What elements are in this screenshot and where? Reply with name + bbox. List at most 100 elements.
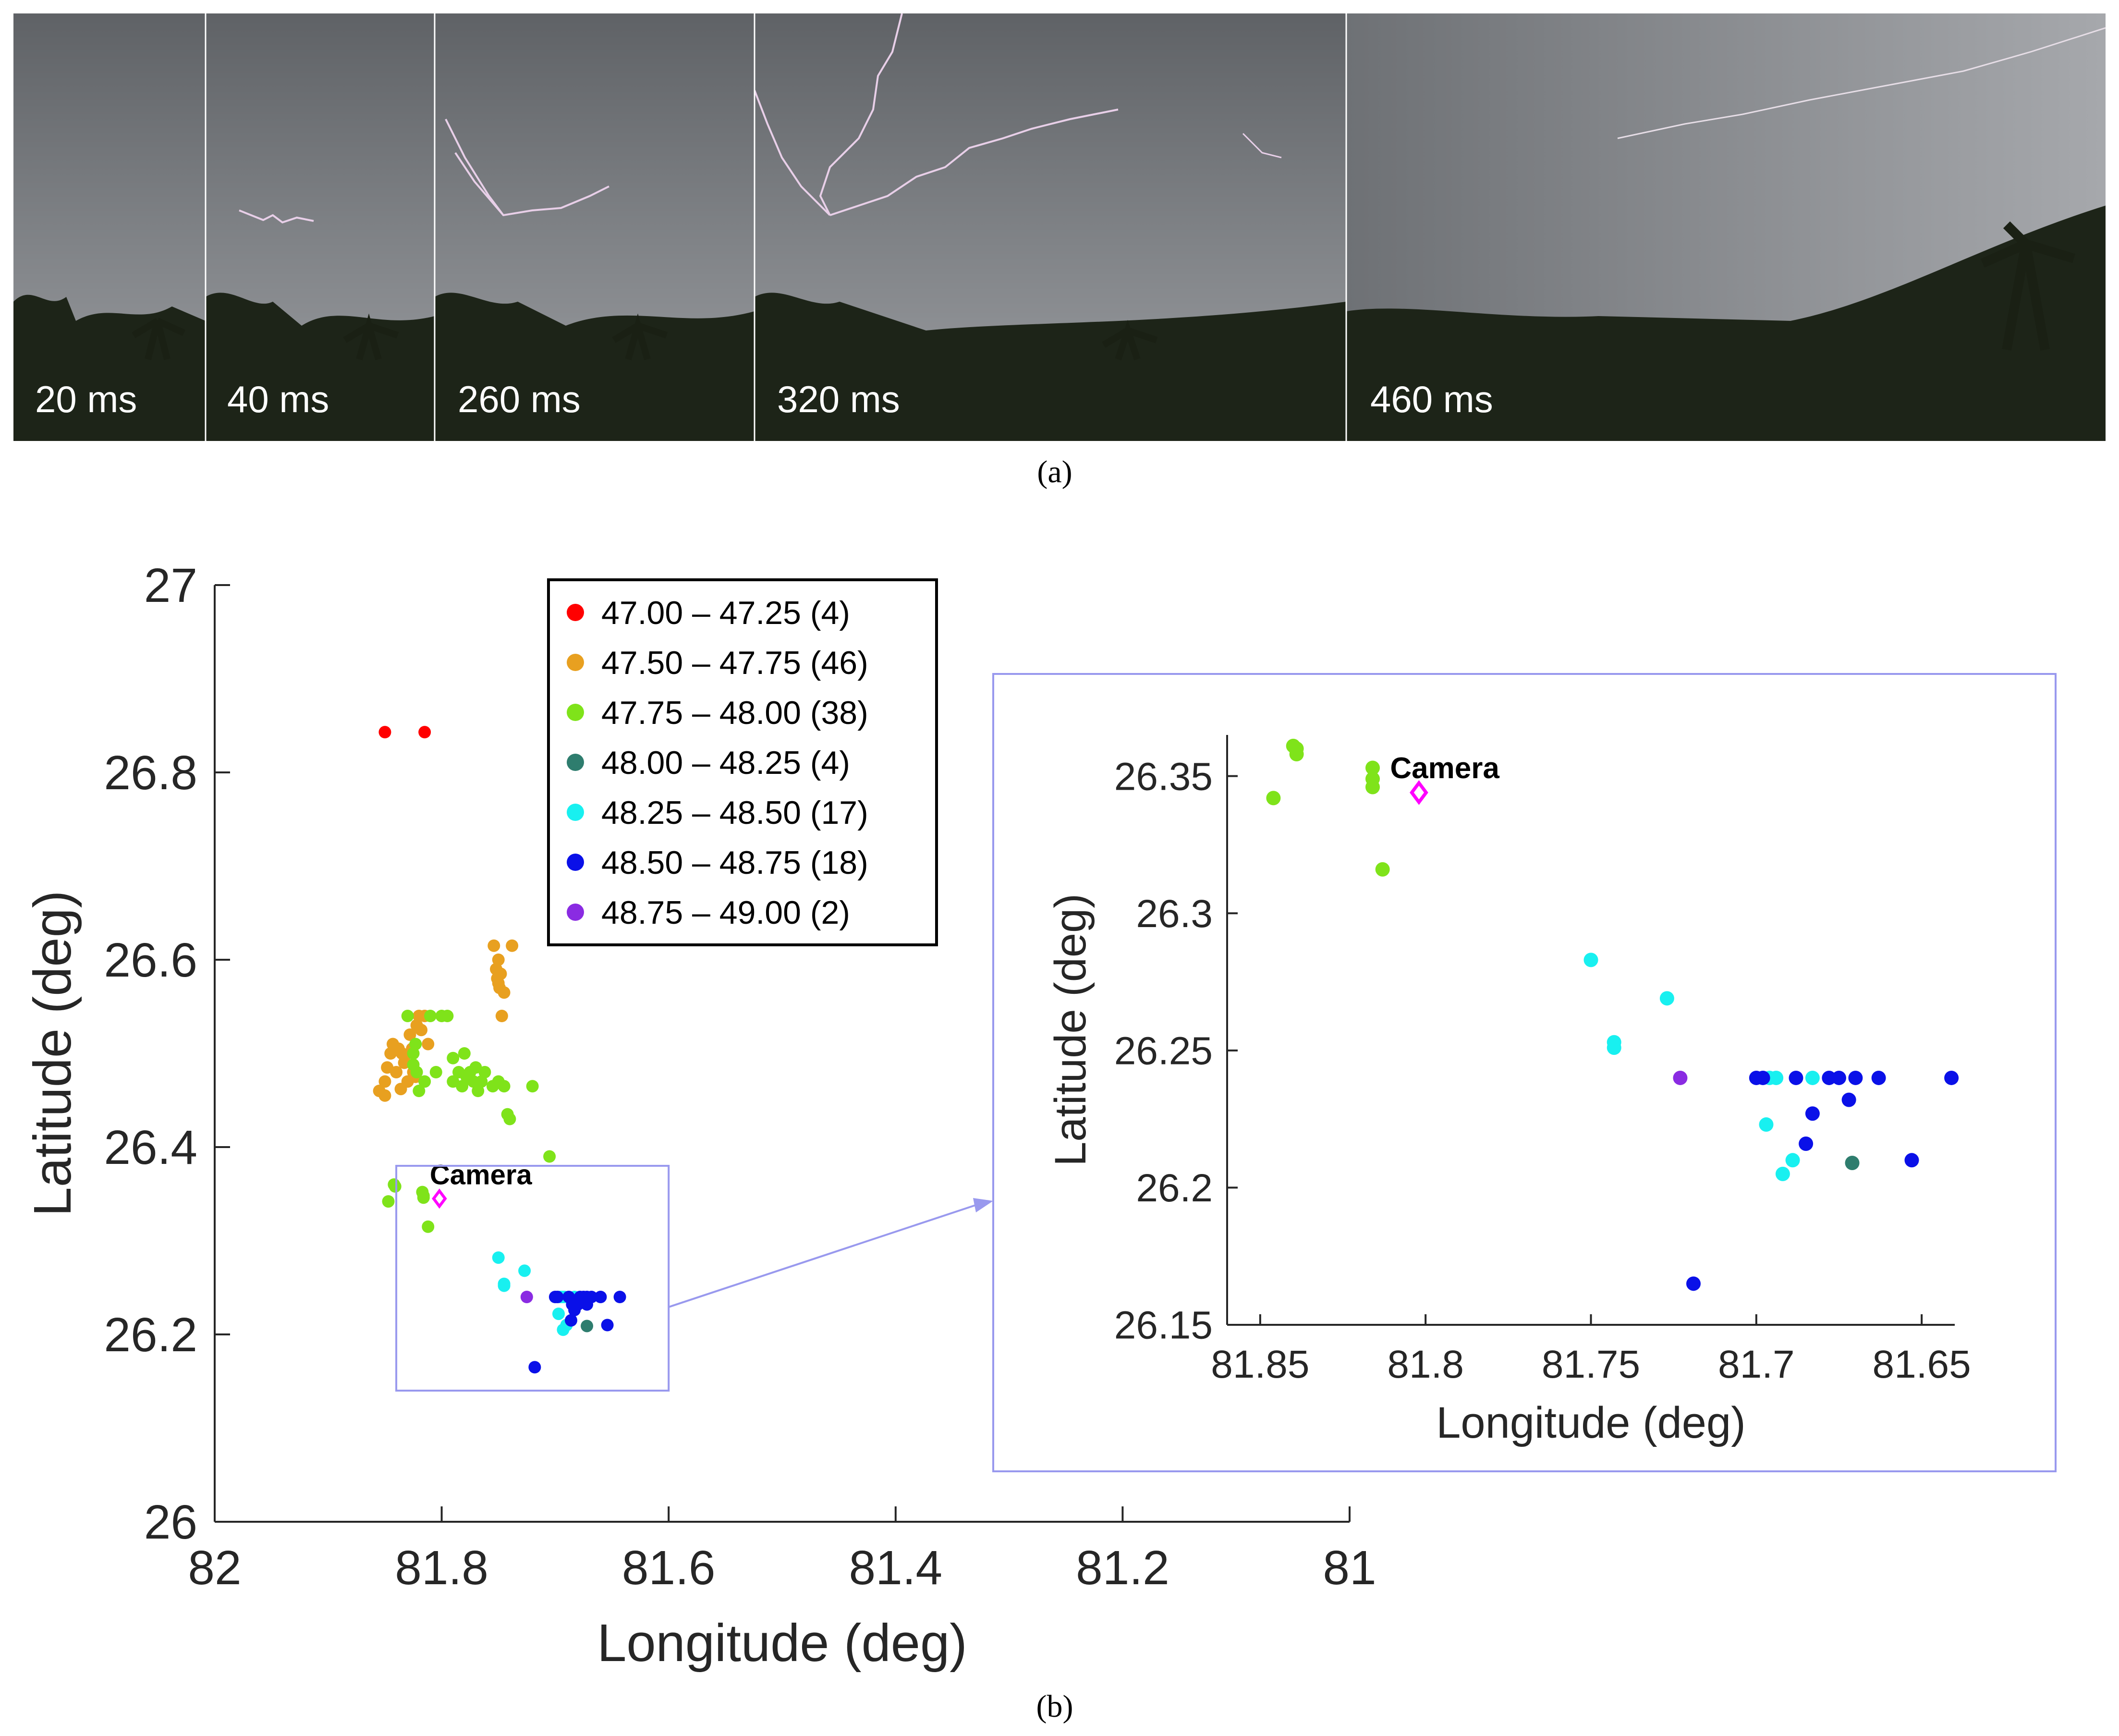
main-map-y-tick-label: 26.6 bbox=[104, 933, 197, 987]
main-map-data-point bbox=[378, 1075, 391, 1088]
main-map-data-point bbox=[528, 1361, 541, 1374]
frame-20ms bbox=[13, 13, 206, 441]
main-map-y-tick-label: 26.8 bbox=[104, 746, 197, 800]
main-map-data-point bbox=[520, 1291, 533, 1303]
inset-zoom-data-point bbox=[1848, 1070, 1863, 1085]
main-map-data-point bbox=[506, 939, 519, 952]
main-map-x-tick-label: 82 bbox=[188, 1541, 241, 1595]
legend-label: 47.75 – 48.00 (38) bbox=[601, 695, 868, 731]
main-map-data-point bbox=[407, 1047, 420, 1060]
main-map-data-point bbox=[378, 726, 391, 739]
inset-zoom-y-tick-label: 26.3 bbox=[1136, 892, 1213, 936]
inset-zoom-data-point bbox=[1673, 1070, 1688, 1085]
main-map-data-point bbox=[401, 1010, 414, 1022]
main-map-data-point bbox=[564, 1314, 577, 1327]
inset-zoom-data-point bbox=[1904, 1153, 1919, 1168]
legend-marker bbox=[567, 704, 584, 721]
inset-zoom-data-point bbox=[1375, 862, 1390, 877]
main-map-data-point bbox=[475, 1075, 488, 1088]
main-map-data-point bbox=[478, 1066, 491, 1078]
legend-label: 47.50 – 47.75 (46) bbox=[601, 645, 868, 681]
inset-zoom-y-tick-label: 26.25 bbox=[1114, 1029, 1213, 1073]
frame-label-460ms: 460 ms bbox=[1370, 378, 1493, 420]
main-map-data-point bbox=[389, 1180, 402, 1193]
main-map-data-point bbox=[418, 1075, 431, 1088]
legend-marker bbox=[567, 754, 584, 771]
main-map-data-point bbox=[566, 1298, 579, 1311]
inset-zoom-data-point bbox=[1944, 1070, 1959, 1085]
main-map-data-point bbox=[382, 1195, 395, 1208]
inset-zoom-data-point bbox=[1805, 1106, 1820, 1121]
main-map-data-point bbox=[613, 1291, 626, 1303]
main-map-data-point bbox=[447, 1051, 460, 1064]
main-plot: 82 81.8 81.6 81.4 81.2 81 26 26.2 26.4 26.6 26.8 27… bbox=[23, 559, 1376, 1673]
legend-marker bbox=[567, 854, 584, 871]
main-map-data-point bbox=[441, 1010, 454, 1022]
main-map-y-axis-title: Latitude (deg) bbox=[23, 891, 82, 1217]
main-map-camera-marker bbox=[432, 1188, 447, 1209]
lightning-photo-strip: 20 ms 40 ms 260 ms 320 ms 460 ms bbox=[13, 13, 2106, 441]
inset-zoom-y-tick-label: 26.35 bbox=[1114, 755, 1213, 798]
inset-zoom-data-point bbox=[1759, 1117, 1774, 1132]
inset-zoom-x-tick-label: 81.65 bbox=[1873, 1343, 1971, 1386]
main-map-data-point bbox=[417, 1191, 430, 1204]
main-map-data-point bbox=[424, 1010, 437, 1022]
frame-label-260ms: 260 ms bbox=[458, 378, 581, 420]
inset-zoom-data-point bbox=[1755, 1070, 1770, 1085]
panel-b-caption: (b) bbox=[1036, 1689, 1073, 1724]
main-map-x-tick-label: 81.4 bbox=[849, 1541, 942, 1595]
main-map-data-point bbox=[551, 1291, 564, 1303]
main-map-data-point bbox=[498, 986, 511, 999]
inset-zoom-y-tick-label: 26.15 bbox=[1114, 1304, 1213, 1347]
main-map-data-point bbox=[552, 1308, 565, 1320]
legend-marker bbox=[567, 604, 584, 621]
main-map-data-point bbox=[543, 1150, 556, 1163]
legend-label: 48.75 – 49.00 (2) bbox=[601, 894, 850, 931]
main-map-data-point bbox=[413, 1085, 426, 1097]
inset-zoom-data-point bbox=[1805, 1070, 1820, 1085]
inset-zoom-x-tick-label: 81.85 bbox=[1211, 1343, 1309, 1386]
main-map-data-point bbox=[498, 1080, 511, 1093]
main-map-data-point bbox=[456, 1080, 469, 1093]
main-map-data-point bbox=[503, 1113, 516, 1125]
inset-zoom-y-tick-label: 26.2 bbox=[1136, 1166, 1213, 1210]
main-map-data-point bbox=[403, 1028, 416, 1041]
frame-label-320ms: 320 ms bbox=[777, 378, 900, 420]
main-map-data-point bbox=[492, 1251, 505, 1264]
frame-460ms bbox=[1346, 13, 2106, 441]
main-map-data-point bbox=[378, 1089, 391, 1102]
inset-zoom-data-point bbox=[1799, 1137, 1814, 1151]
inset-zoom-x-tick-label: 81.7 bbox=[1718, 1343, 1795, 1386]
inset-plot: 81.85 81.8 81.75 81.7 81.65 26.15 26.2 26.25 26.… bbox=[668, 673, 2057, 1472]
panel-a-caption: (a) bbox=[1037, 454, 1072, 489]
main-map-x-axis-title: Longitude (deg) bbox=[597, 1614, 967, 1673]
main-map-y-tick-label: 26 bbox=[144, 1495, 197, 1549]
main-map-data-point bbox=[390, 1066, 403, 1078]
main-map-x-tick-label: 81.6 bbox=[622, 1541, 716, 1595]
panel-b-chart: 82 81.8 81.6 81.4 81.2 81 26 26.2 26.4 26.6 26.8 27… bbox=[23, 559, 2057, 1673]
main-map-data-point bbox=[422, 1038, 435, 1051]
frame-label-40ms: 40 ms bbox=[227, 378, 329, 420]
inset-zoom-data-point bbox=[1289, 746, 1304, 761]
main-map-y-tick-label: 27 bbox=[144, 559, 197, 612]
frame-40ms bbox=[206, 13, 435, 441]
main-map-data-point bbox=[494, 967, 507, 980]
main-map-y-tick-label: 26.2 bbox=[104, 1308, 197, 1362]
main-map-data-point bbox=[601, 1319, 614, 1332]
frame-320ms bbox=[754, 13, 1346, 441]
zoom-connector-line bbox=[668, 1200, 989, 1308]
main-map-camera-label: Camera bbox=[430, 1159, 533, 1190]
legend-box bbox=[547, 578, 938, 946]
main-map-data-point bbox=[492, 954, 505, 966]
inset-zoom-data-point bbox=[1607, 1040, 1621, 1055]
legend: 47.00 – 47.25 (4) 47.50 – 47.75 (46) 47.75… bbox=[547, 578, 938, 946]
inset-zoom-data-point bbox=[1686, 1276, 1701, 1291]
main-map-x-tick-label: 81 bbox=[1323, 1541, 1376, 1595]
legend-marker bbox=[567, 654, 584, 671]
main-map-data-point bbox=[581, 1298, 594, 1311]
inset-zoom-camera-marker bbox=[1410, 780, 1428, 805]
inset-zoom-data-point bbox=[1583, 953, 1598, 967]
frame-dividers bbox=[205, 13, 1347, 441]
main-map-data-point bbox=[415, 1024, 428, 1037]
main-map-data-point bbox=[495, 1010, 508, 1022]
